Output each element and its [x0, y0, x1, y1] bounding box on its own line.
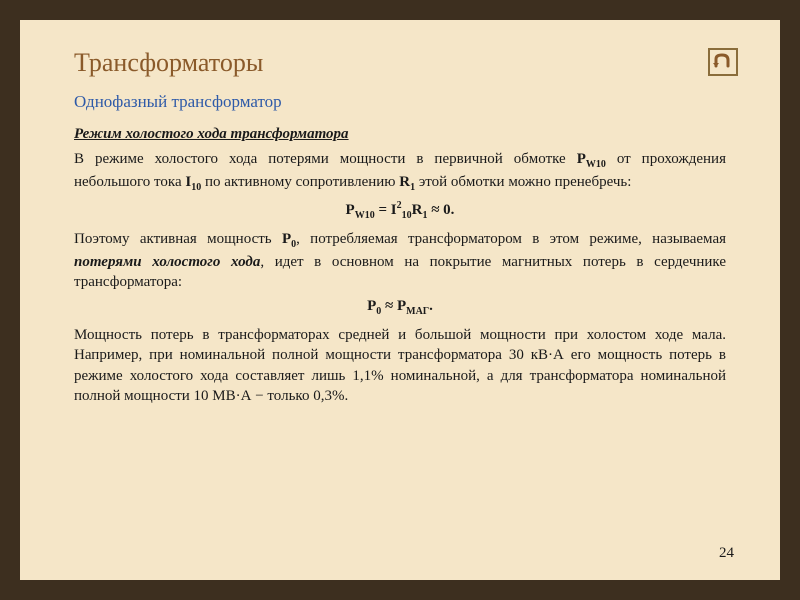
page-subtitle: Однофазный трансформатор [74, 92, 726, 112]
text: по активному сопротивлению [201, 174, 399, 190]
back-button[interactable] [708, 48, 738, 76]
symbol: I10 [185, 174, 201, 190]
paragraph-1: В режиме холостого хода потерями мощност… [74, 149, 726, 194]
page-title: Трансформаторы [74, 48, 726, 78]
paragraph-2: Поэтому активная мощность P0, потребляем… [74, 229, 726, 292]
page-number: 24 [719, 545, 734, 562]
symbol: PW10 [577, 151, 606, 167]
formula-1: PW10 = I210R1 ≈ 0. [74, 200, 726, 221]
text: В режиме холостого хода потерями мощност… [74, 151, 577, 167]
u-turn-arrow-icon [712, 53, 734, 71]
symbol: P0 [282, 231, 296, 247]
formula-2: P0 ≈ PМАГ. [74, 298, 726, 317]
text: , потребляемая трансформатором в этом ре… [296, 231, 726, 247]
text: Поэтому активная мощность [74, 231, 282, 247]
paragraph-3: Мощность потерь в трансформаторах средне… [74, 325, 726, 406]
emphasis: потерями холостого хода [74, 254, 260, 270]
symbol: R1 [399, 174, 415, 190]
section-heading: Режим холостого хода трансформатора [74, 126, 726, 143]
slide: Трансформаторы Однофазный трансформатор … [20, 20, 780, 580]
text: этой обмотки можно пренебречь: [415, 174, 631, 190]
